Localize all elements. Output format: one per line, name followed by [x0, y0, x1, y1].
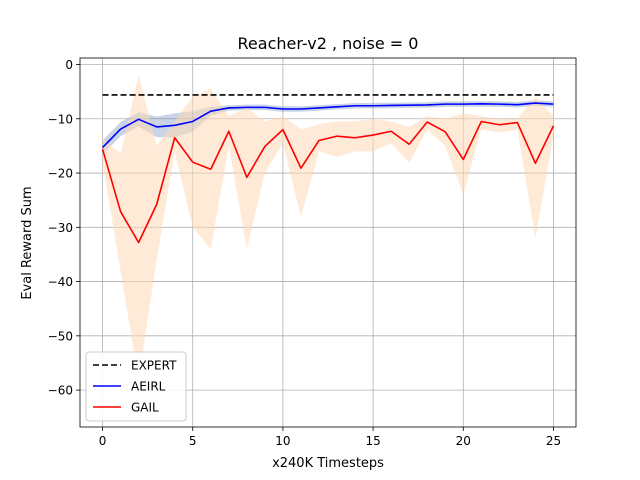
y-tick-label: −50	[48, 329, 73, 343]
chart-title: Reacher-v2 , noise = 0	[238, 34, 419, 53]
gail-confidence-band	[102, 75, 554, 380]
y-axis-label: Eval Reward Sum	[20, 186, 35, 299]
aeirl-line	[101, 102, 554, 149]
x-tick-label: 0	[99, 434, 107, 448]
legend-label-expert: EXPERT	[131, 359, 177, 373]
x-tick-label: 20	[456, 434, 471, 448]
legend-label-gail: GAIL	[131, 401, 159, 415]
y-tick-label: 0	[65, 58, 73, 72]
confidence-bands	[102, 75, 554, 380]
gail-line	[101, 120, 555, 244]
y-axis-ticks: 0 −10 −20 −30 −40 −50 −60	[48, 58, 80, 398]
x-axis-ticks: 0 5 10 15 20 25	[99, 427, 561, 448]
x-axis-label: x240K Timesteps	[272, 456, 384, 471]
y-tick-label: −10	[48, 112, 73, 126]
y-tick-label: −60	[48, 384, 73, 398]
x-tick-label: 10	[275, 434, 290, 448]
plot-frame	[79, 57, 577, 428]
y-tick-label: −30	[48, 221, 73, 235]
x-tick-label: 5	[189, 434, 197, 448]
y-tick-label: −40	[48, 275, 73, 289]
legend-box	[85, 351, 187, 422]
legend-label-aeirl: AEIRL	[131, 380, 166, 394]
y-tick-label: −20	[48, 167, 73, 181]
x-tick-label: 15	[365, 434, 380, 448]
x-tick-label: 25	[546, 434, 561, 448]
series-lines	[101, 94, 555, 244]
legend: EXPERT AEIRL GAIL	[85, 351, 187, 422]
